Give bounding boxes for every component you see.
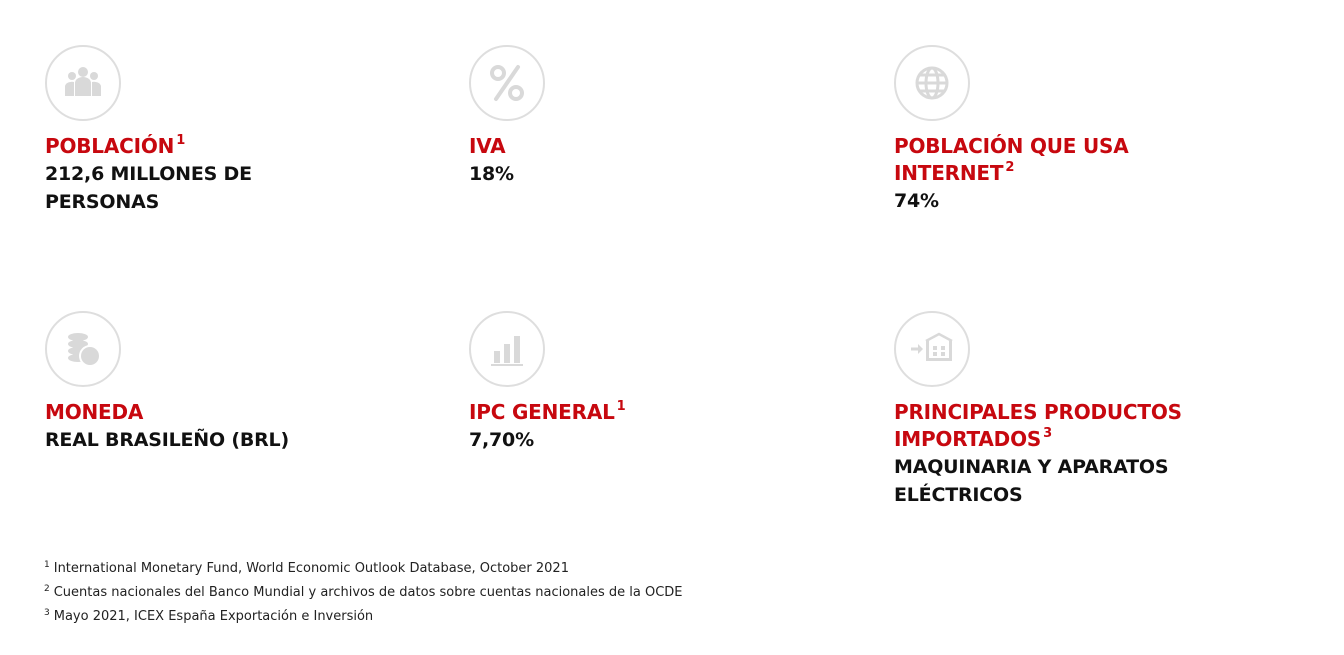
card-title-text: POBLACIÓN QUE USA: [894, 134, 1129, 158]
warehouse-import-icon: [894, 311, 970, 387]
footnote-text: International Monetary Fund, World Econo…: [53, 561, 569, 576]
footnote: 1 International Monetary Fund, World Econ…: [44, 555, 683, 579]
card-value: 18%: [469, 160, 829, 188]
card-value: 212,6 MILLONES DE PERSONAS: [45, 160, 405, 216]
card-value: MAQUINARIA Y APARATOS ELÉCTRICOS: [894, 453, 1254, 509]
footnote-number: 1: [44, 560, 50, 570]
card-title: POBLACIÓN 1: [45, 133, 405, 160]
card-title-text: INTERNET: [894, 161, 1004, 185]
card-ipc: IPC GENERAL 1 7,70%: [469, 311, 829, 454]
footnote-ref: 1: [176, 133, 186, 149]
card-moneda: MONEDA REAL BRASILEÑO (BRL): [45, 311, 405, 454]
footnote-text: Cuentas nacionales del Banco Mundial y a…: [53, 585, 683, 600]
card-value-line: 7,70%: [469, 429, 534, 451]
card-title-text: POBLACIÓN: [45, 134, 175, 158]
footnote-text: Mayo 2021, ICEX España Exportación e Inv…: [53, 609, 374, 624]
card-importados: PRINCIPALES PRODUCTOS IMPORTADOS 3 MAQUIN…: [894, 311, 1254, 509]
card-value-line: 212,6 MILLONES DE: [45, 163, 252, 185]
card-title-text: MONEDA: [45, 400, 144, 424]
card-title: MONEDA: [45, 399, 405, 426]
card-value-line: 18%: [469, 163, 514, 185]
coins-icon: [45, 311, 121, 387]
people-icon: [45, 45, 121, 121]
card-iva: IVA 18%: [469, 45, 829, 188]
card-value: 74%: [894, 187, 1254, 215]
footnote-ref: 2: [1005, 160, 1015, 176]
bar-chart-icon: [469, 311, 545, 387]
card-internet: POBLACIÓN QUE USA INTERNET 2 74%: [894, 45, 1254, 215]
footnote: 2 Cuentas nacionales del Banco Mundial y …: [44, 579, 683, 603]
card-title-text: IVA: [469, 134, 506, 158]
footnote-number: 2: [44, 584, 50, 594]
footnote-number: 3: [44, 608, 50, 618]
card-title-text: IMPORTADOS: [894, 427, 1042, 451]
card-value-line: REAL BRASILEÑO (BRL): [45, 429, 289, 451]
card-title: IVA: [469, 133, 829, 160]
footnote: 3 Mayo 2021, ICEX España Exportación e In…: [44, 603, 683, 627]
card-value-line: 74%: [894, 190, 939, 212]
card-title-text: IPC GENERAL: [469, 400, 615, 424]
percent-icon: [469, 45, 545, 121]
card-title-text: PRINCIPALES PRODUCTOS: [894, 400, 1182, 424]
footnotes: 1 International Monetary Fund, World Econ…: [44, 555, 683, 627]
card-poblacion: POBLACIÓN 1 212,6 MILLONES DE PERSONAS: [45, 45, 405, 216]
card-value-line: PERSONAS: [45, 191, 160, 213]
card-title: POBLACIÓN QUE USA INTERNET 2: [894, 133, 1254, 187]
card-title: PRINCIPALES PRODUCTOS IMPORTADOS 3: [894, 399, 1254, 453]
footnote-ref: 1: [616, 399, 626, 415]
card-value: REAL BRASILEÑO (BRL): [45, 426, 405, 454]
card-value: 7,70%: [469, 426, 829, 454]
card-value-line: ELÉCTRICOS: [894, 484, 1023, 506]
globe-icon: [894, 45, 970, 121]
card-title: IPC GENERAL 1: [469, 399, 829, 426]
footnote-ref: 3: [1043, 426, 1052, 442]
card-value-line: MAQUINARIA Y APARATOS: [894, 456, 1169, 478]
